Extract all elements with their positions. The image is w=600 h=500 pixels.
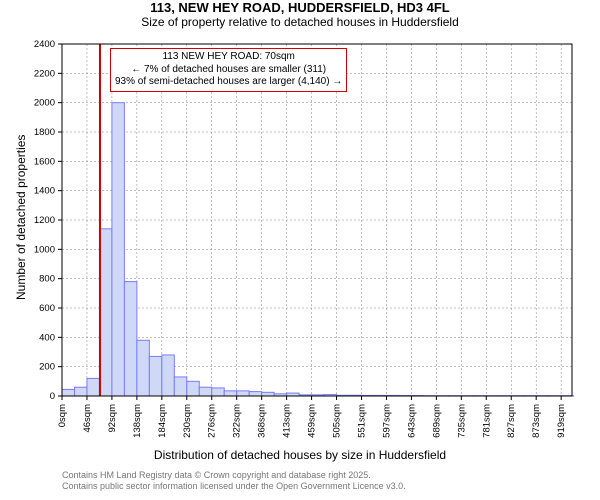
footer-line-2: Contains public sector information licen… <box>62 481 406 492</box>
svg-text:1600: 1600 <box>34 156 55 167</box>
svg-text:200: 200 <box>39 362 55 373</box>
histogram-bar <box>124 282 136 396</box>
x-axis-caption: Distribution of detached houses by size … <box>0 448 600 462</box>
histogram-bar <box>249 392 261 396</box>
svg-text:1200: 1200 <box>34 215 55 226</box>
svg-text:873sqm: 873sqm <box>531 404 542 438</box>
svg-text:735sqm: 735sqm <box>456 404 467 438</box>
svg-text:0sqm: 0sqm <box>57 404 68 427</box>
svg-text:138sqm: 138sqm <box>132 404 143 438</box>
svg-text:230sqm: 230sqm <box>182 404 193 438</box>
histogram-bar <box>62 389 74 396</box>
svg-text:46sqm: 46sqm <box>82 404 93 433</box>
histogram-bar <box>137 340 149 396</box>
svg-text:400: 400 <box>39 332 55 343</box>
histogram-bar <box>262 392 274 396</box>
footer-attribution: Contains HM Land Registry data © Crown c… <box>62 470 406 493</box>
svg-text:1000: 1000 <box>34 244 55 255</box>
svg-text:322sqm: 322sqm <box>232 404 243 438</box>
histogram-bar <box>87 378 99 396</box>
svg-text:413sqm: 413sqm <box>282 404 293 438</box>
histogram-bar <box>112 103 124 396</box>
histogram-bar <box>212 388 224 396</box>
svg-text:459sqm: 459sqm <box>307 404 318 438</box>
svg-text:276sqm: 276sqm <box>207 404 218 438</box>
svg-text:827sqm: 827sqm <box>506 404 517 438</box>
info-line-3: 93% of semi-detached houses are larger (… <box>115 76 342 89</box>
svg-text:1800: 1800 <box>34 127 55 138</box>
histogram-bar <box>187 381 199 396</box>
histogram-bar <box>174 377 186 396</box>
histogram-bar <box>74 387 86 396</box>
svg-text:800: 800 <box>39 274 55 285</box>
svg-text:184sqm: 184sqm <box>157 404 168 438</box>
svg-text:643sqm: 643sqm <box>406 404 417 438</box>
histogram-bar <box>199 387 211 396</box>
svg-text:2200: 2200 <box>34 68 55 79</box>
property-info-box: 113 NEW HEY ROAD: 70sqm ← 7% of detached… <box>110 48 347 92</box>
svg-text:92sqm: 92sqm <box>107 404 118 433</box>
svg-text:505sqm: 505sqm <box>332 404 343 438</box>
svg-text:781sqm: 781sqm <box>481 404 492 438</box>
svg-text:0: 0 <box>50 391 55 402</box>
svg-text:600: 600 <box>39 303 55 314</box>
histogram-bar <box>162 355 174 396</box>
histogram-bar <box>149 356 161 396</box>
histogram-bar <box>237 391 249 396</box>
histogram-bar <box>224 391 236 396</box>
info-line-2: ← 7% of detached houses are smaller (311… <box>115 64 342 77</box>
svg-text:689sqm: 689sqm <box>431 404 442 438</box>
svg-text:551sqm: 551sqm <box>356 404 367 438</box>
svg-text:2400: 2400 <box>34 39 55 50</box>
info-line-1: 113 NEW HEY ROAD: 70sqm <box>115 51 342 64</box>
svg-text:368sqm: 368sqm <box>257 404 268 438</box>
svg-text:2000: 2000 <box>34 98 55 109</box>
svg-text:597sqm: 597sqm <box>381 404 392 438</box>
svg-text:919sqm: 919sqm <box>556 404 567 438</box>
histogram-bar <box>99 229 111 396</box>
svg-text:1400: 1400 <box>34 186 55 197</box>
footer-line-1: Contains HM Land Registry data © Crown c… <box>62 470 406 481</box>
